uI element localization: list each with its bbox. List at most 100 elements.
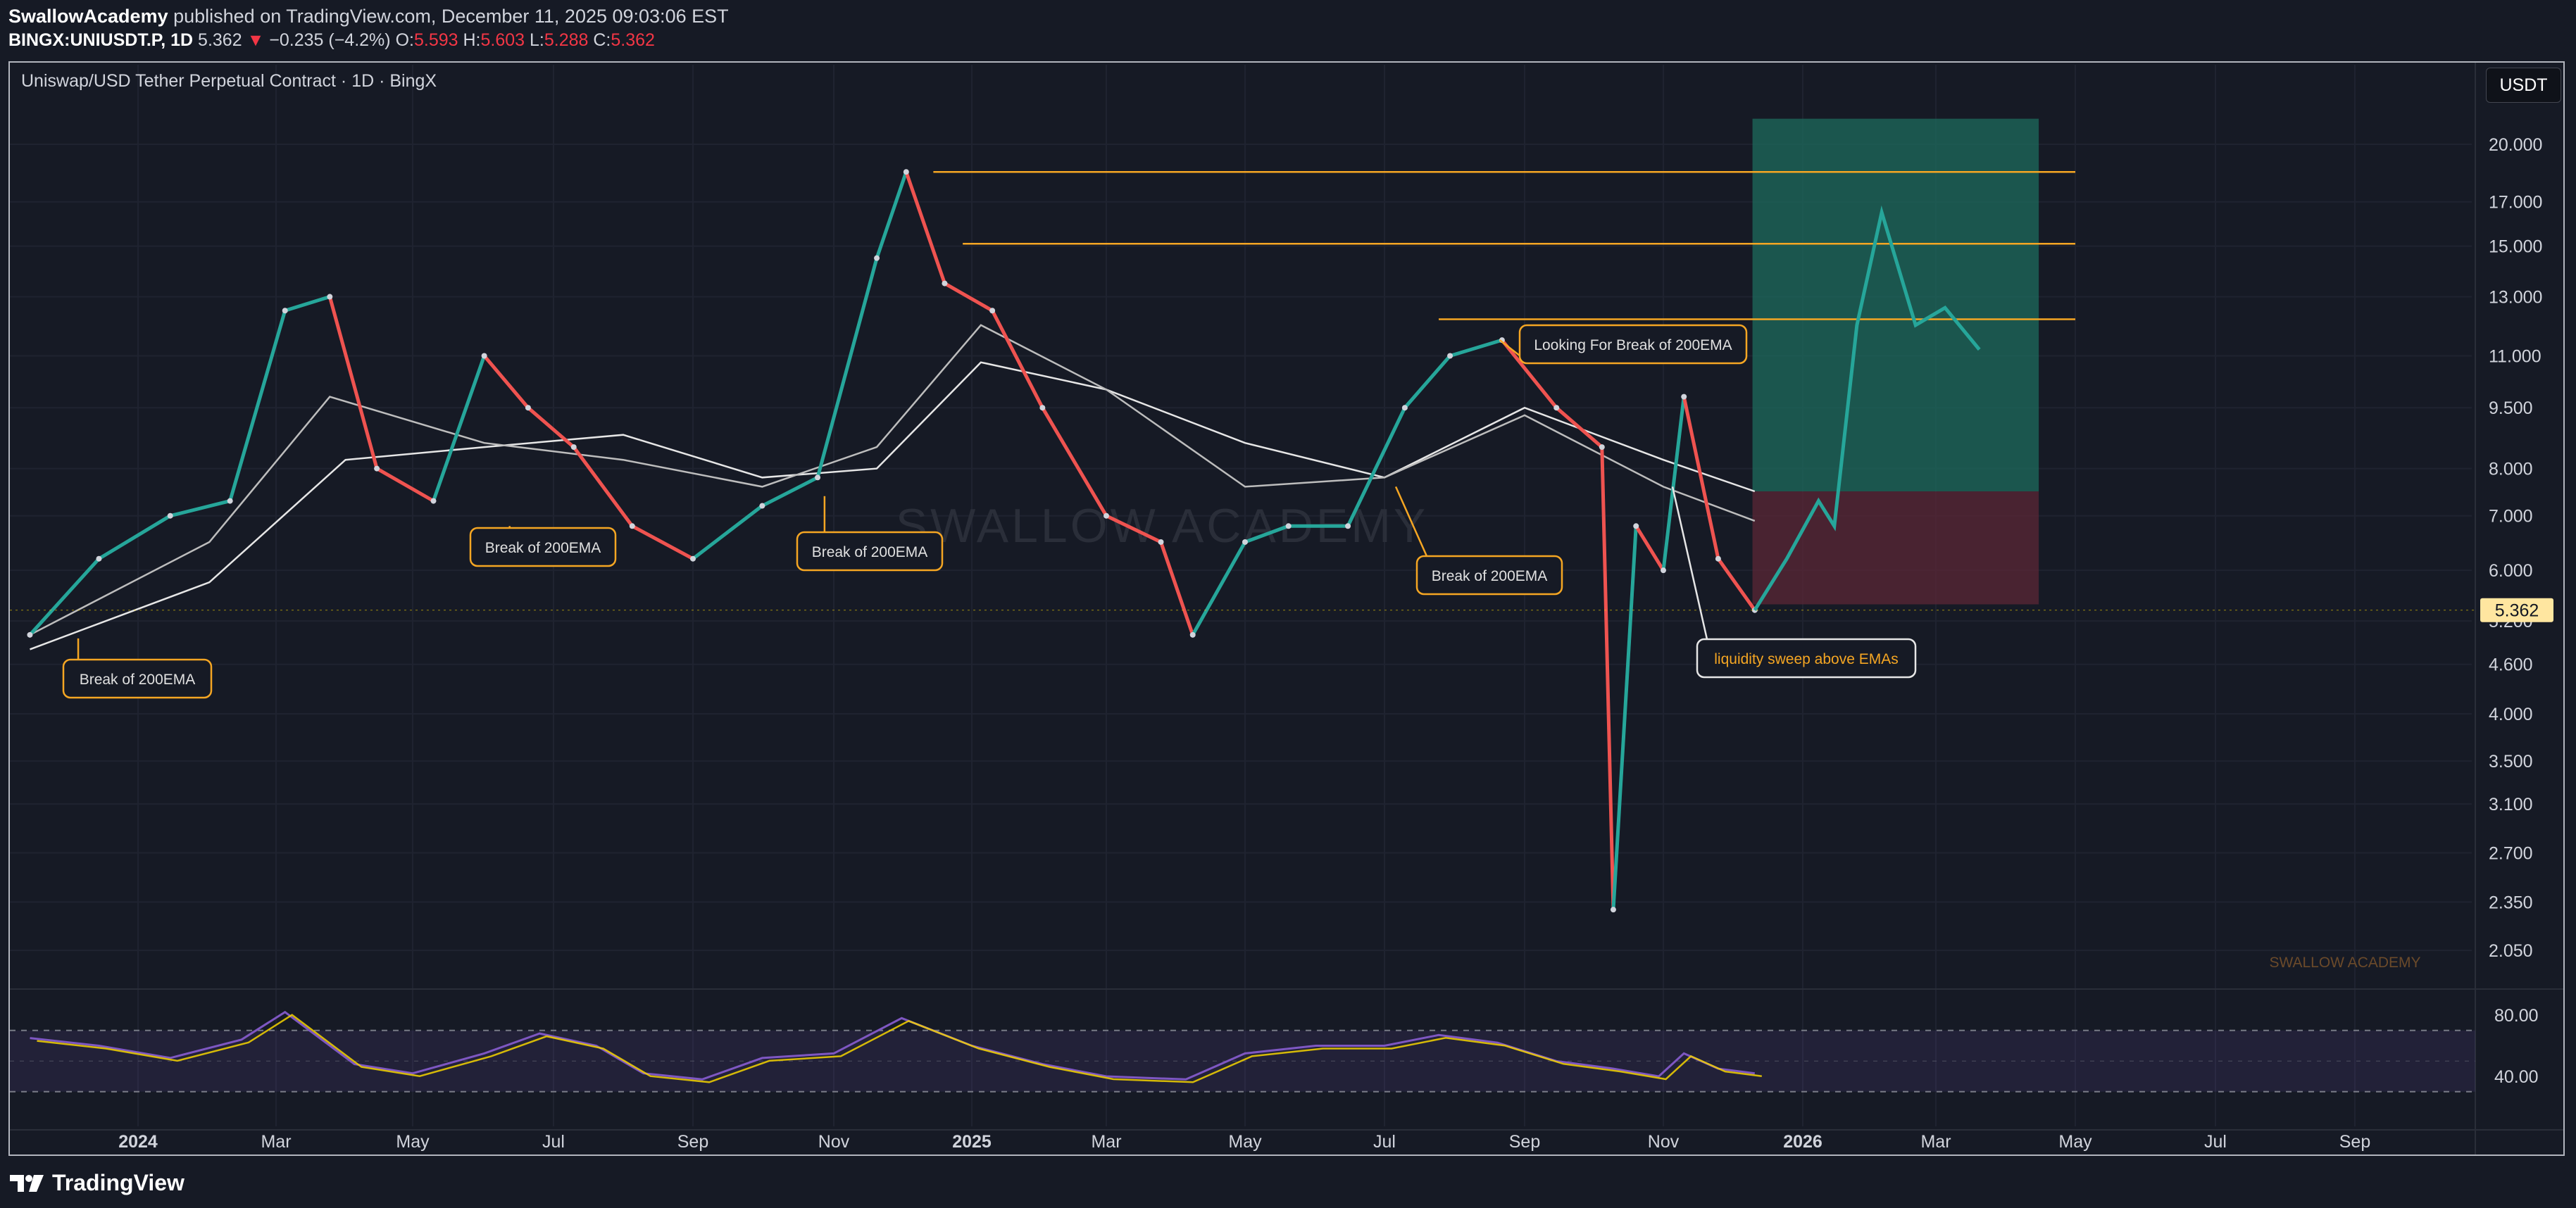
price-point xyxy=(690,555,696,562)
price-segment xyxy=(692,504,763,560)
price-segment xyxy=(1244,524,1289,544)
stop-zone xyxy=(1752,491,2039,605)
annotations: Break of 200EMA Break of 200EMA Break of 2… xyxy=(62,324,1917,699)
price-segment xyxy=(1661,396,1686,571)
annotation-box xyxy=(1518,324,1748,365)
time-axis[interactable]: 2024 Mar May Jul Sep Nov 2025 Mar May Jul Sep Nov 20… xyxy=(118,1132,2370,1152)
price-segment xyxy=(1449,338,1503,358)
price-segment xyxy=(1682,396,1720,560)
price-point xyxy=(1610,907,1616,913)
tradingview-logo-icon xyxy=(10,1175,44,1192)
price-point xyxy=(1661,567,1666,574)
publish-line: SwallowAcademy published on TradingView.… xyxy=(8,4,729,28)
currency-button[interactable]: USDT xyxy=(2486,68,2561,103)
price-segment xyxy=(1555,406,1603,448)
price-point xyxy=(96,555,102,562)
price-point xyxy=(1189,631,1196,638)
price-segment xyxy=(572,446,634,527)
price-point xyxy=(1401,405,1408,411)
high-value: 5.603 xyxy=(480,30,525,50)
price-segment xyxy=(28,558,101,636)
price-segment xyxy=(944,282,994,313)
target-zone xyxy=(1752,118,2039,492)
price-tick-label: 15.000 xyxy=(2489,237,2542,257)
chart-title: Uniswap/USD Tether Perpetual Contract · … xyxy=(21,71,437,91)
annotation-label: Break of 200EMA xyxy=(80,672,196,688)
published-info: published on TradingView.com, December 1… xyxy=(173,6,729,27)
price-point xyxy=(374,465,380,472)
rsi-ma-line xyxy=(37,1014,1762,1083)
watermark-small: SWALLOW ACADEMY xyxy=(2269,955,2420,971)
price-point xyxy=(430,498,437,504)
price-tick-label: 17.000 xyxy=(2489,193,2542,213)
time-tick-label: 2025 xyxy=(952,1132,992,1152)
price-segment xyxy=(1191,541,1247,636)
price-tick-label: 13.000 xyxy=(2489,288,2542,308)
annotation-label: Break of 200EMA xyxy=(812,544,928,560)
price-point xyxy=(525,405,531,411)
down-arrow-icon: ▼ xyxy=(246,30,265,50)
price-point xyxy=(327,294,333,300)
rsi-tick-label: 40.00 xyxy=(2494,1067,2539,1087)
price-point xyxy=(815,474,821,481)
low-label: L: xyxy=(530,30,544,50)
price-tick-label: 8.000 xyxy=(2489,460,2533,479)
price-segment xyxy=(375,467,434,503)
price-axis[interactable]: 20.000 17.000 15.000 13.000 11.000 9.500 8.000… xyxy=(2480,135,2553,961)
price-series xyxy=(10,169,2475,913)
price-point xyxy=(1285,523,1292,529)
price-point xyxy=(759,503,765,509)
price-segment xyxy=(1611,526,1638,910)
time-tick-label: 2024 xyxy=(118,1132,158,1152)
time-tick-label: May xyxy=(2058,1132,2092,1152)
price-segment xyxy=(875,171,908,259)
ema-line xyxy=(29,324,1756,636)
price-segment xyxy=(631,524,694,560)
grid xyxy=(10,63,2563,1154)
price-point xyxy=(282,308,288,314)
price-segment xyxy=(482,354,530,409)
symbol-label: BINGX:UNIUSDT.P, 1D xyxy=(8,30,194,50)
price-tick-label: 4.000 xyxy=(2489,705,2533,724)
time-tick-label: Jul xyxy=(1373,1132,1396,1152)
price-point xyxy=(1599,444,1605,451)
last-price-tag xyxy=(2480,598,2553,622)
annotation-label: Break of 200EMA xyxy=(1432,568,1548,584)
price-segment xyxy=(432,355,486,502)
price-point xyxy=(903,169,909,175)
price-tick-label: 2.050 xyxy=(2489,941,2533,961)
price-segment xyxy=(527,406,575,449)
price-tick-label: 6.000 xyxy=(2489,561,2533,581)
rsi-pane: 80.00 40.00 xyxy=(10,1006,2539,1093)
brand-name: TradingView xyxy=(52,1169,185,1195)
time-tick-label: Sep xyxy=(1509,1132,1540,1152)
price-change: −0.235 (−4.2%) xyxy=(269,30,391,50)
price-tick-label: 3.500 xyxy=(2489,752,2533,772)
price-point xyxy=(570,444,577,451)
footer-brand[interactable]: TradingView xyxy=(8,1167,185,1198)
price-point xyxy=(167,512,173,519)
annotation-connector xyxy=(1394,486,1428,557)
low-value: 5.288 xyxy=(544,30,589,50)
price-point xyxy=(1447,353,1453,359)
annotation-box xyxy=(1415,555,1563,596)
price-tick-label: 11.000 xyxy=(2489,347,2541,367)
time-tick-label: Mar xyxy=(1920,1132,1951,1152)
open-label: O: xyxy=(395,30,414,50)
price-point xyxy=(874,255,880,261)
price-point xyxy=(1242,539,1248,545)
time-tick-label: Jul xyxy=(2204,1132,2227,1152)
price-point xyxy=(1103,512,1109,519)
price-segment xyxy=(1105,514,1162,544)
price-tick-label: 9.500 xyxy=(2489,398,2533,418)
high-label: H: xyxy=(463,30,481,50)
price-segment xyxy=(1159,541,1195,636)
annotation-label: Break of 200EMA xyxy=(485,540,601,556)
price-segment xyxy=(327,296,379,470)
price-segment xyxy=(170,499,231,518)
price-segment xyxy=(1600,447,1615,910)
price-segment xyxy=(990,310,1044,409)
price-tick-label: 2.700 xyxy=(2489,844,2533,864)
author-name[interactable]: SwallowAcademy xyxy=(8,6,168,27)
